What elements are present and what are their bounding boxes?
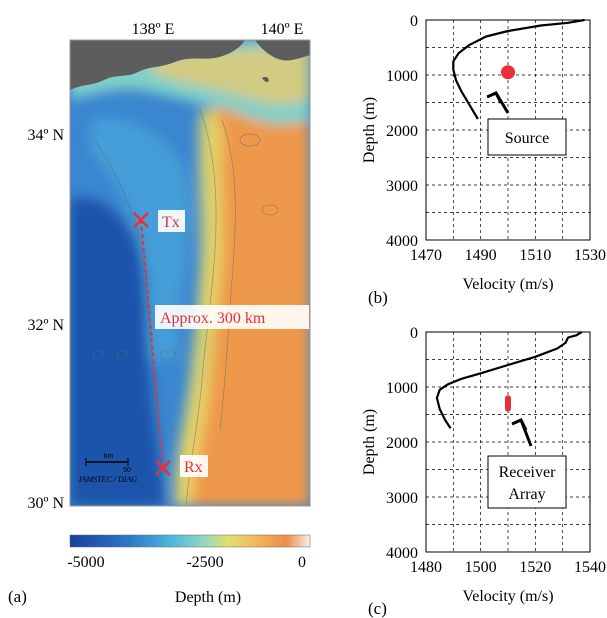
x-axis-label: Velocity (m/s) bbox=[462, 276, 553, 293]
y-tick-label: 1000 bbox=[386, 380, 418, 397]
x-tick-label: 1530 bbox=[574, 247, 606, 264]
lat-label-32: 32º N bbox=[27, 317, 64, 334]
rx-label-bg bbox=[180, 455, 208, 477]
sound-speed-profile-c: 1480 1500 1520 1540 0 1000 2000 3000 4000 Velocit… bbox=[361, 325, 606, 618]
map-land-peninsula bbox=[255, 40, 310, 61]
y-tick-label: 3000 bbox=[386, 490, 418, 507]
colorbar-label: Depth (m) bbox=[175, 589, 241, 606]
map-shelf-yellow-north bbox=[150, 45, 310, 105]
colorbar-tick-min: -5000 bbox=[67, 554, 104, 571]
x-tick-label: 1540 bbox=[574, 559, 606, 576]
tx-label-bg bbox=[158, 210, 185, 232]
annotation-label: Array bbox=[508, 486, 545, 503]
lat-label-30: 30º N bbox=[27, 495, 64, 512]
map-land-islet bbox=[262, 76, 269, 83]
x-axis-label: Velocity (m/s) bbox=[462, 588, 553, 605]
y-tick-label: 4000 bbox=[386, 545, 418, 562]
annotation-label: Receiver bbox=[499, 464, 557, 481]
rx-label: Rx bbox=[184, 459, 203, 476]
map-scale-bar: km 50 bbox=[85, 453, 131, 474]
colorbar-tick-mid: -2500 bbox=[186, 554, 223, 571]
y-tick-label: 3000 bbox=[386, 178, 418, 195]
y-tick-label: 2000 bbox=[386, 123, 418, 140]
x-tick-label: 1520 bbox=[519, 559, 551, 576]
lon-label-138: 138º E bbox=[132, 21, 175, 38]
velocity-profile-line bbox=[435, 331, 583, 429]
bathymetry-map bbox=[70, 40, 310, 506]
lon-label-140: 140º E bbox=[261, 21, 304, 38]
tx-label: Tx bbox=[162, 214, 180, 231]
x-tick-label: 1490 bbox=[465, 247, 497, 264]
panel-label: (c) bbox=[368, 599, 387, 618]
map-frame bbox=[69, 39, 311, 507]
y-tick-label: 1000 bbox=[386, 68, 418, 85]
plot-frame bbox=[425, 331, 591, 553]
map-land-mainland bbox=[70, 40, 245, 90]
y-tick-label: 0 bbox=[410, 325, 418, 342]
annotation-box bbox=[487, 455, 567, 509]
y-axis-label: Depth (m) bbox=[361, 97, 378, 163]
distance-label: Approx. 300 km bbox=[160, 310, 266, 327]
y-axis-label: Depth (m) bbox=[361, 409, 378, 475]
lat-label-34: 34º N bbox=[27, 127, 64, 144]
y-tick-label: 2000 bbox=[386, 435, 418, 452]
scale-unit: km bbox=[104, 453, 114, 460]
depth-colorbar bbox=[69, 534, 311, 548]
x-tick-label: 1480 bbox=[410, 559, 442, 576]
annotation-label: Source bbox=[505, 130, 549, 147]
tx-marker bbox=[133, 212, 149, 228]
annotation-arrow-head bbox=[511, 418, 528, 431]
y-tick-label: 4000 bbox=[386, 233, 418, 250]
rx-marker bbox=[155, 460, 171, 476]
distance-label-bg bbox=[155, 305, 309, 329]
receiver-array-marker bbox=[505, 395, 511, 412]
annotation-arrow-head bbox=[486, 91, 503, 104]
panel-label-a: (a) bbox=[8, 587, 27, 606]
panel-label: (b) bbox=[368, 288, 388, 307]
y-tick-label: 0 bbox=[410, 13, 418, 30]
scale-value: 50 bbox=[123, 467, 131, 474]
map-trough-deep bbox=[70, 197, 165, 506]
annotation-box bbox=[487, 118, 567, 156]
velocity-profile-line bbox=[452, 18, 585, 120]
plot-frame bbox=[425, 19, 591, 241]
x-tick-label: 1510 bbox=[519, 247, 551, 264]
colorbar-tick-max: 0 bbox=[298, 554, 306, 571]
x-tick-label: 1470 bbox=[410, 247, 442, 264]
source-marker bbox=[501, 65, 515, 80]
x-tick-label: 1500 bbox=[465, 559, 497, 576]
map-credit: JAMSTEC / DIAG bbox=[78, 475, 137, 484]
sound-speed-profile-b: 1470 1490 1510 1530 0 1000 2000 3000 4000 Velocit… bbox=[361, 13, 606, 307]
